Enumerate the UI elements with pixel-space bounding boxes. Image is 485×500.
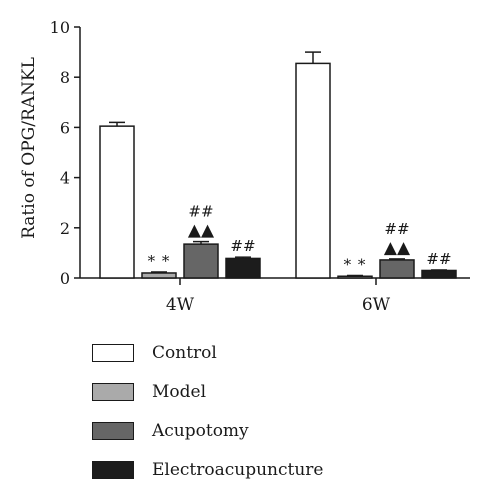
y-tick-label: 4	[60, 169, 70, 188]
significance-marker: * *	[148, 252, 171, 270]
x-tick-label: 6W	[362, 295, 391, 315]
legend-label: Electroacupuncture	[152, 460, 324, 480]
legend-label: Acupotomy	[152, 421, 249, 441]
significance-marker: ##	[230, 237, 255, 255]
y-axis-label: Ratio of OPG/RANKL	[19, 57, 39, 239]
significance-marker: ##	[426, 250, 451, 268]
legend-item: Model	[92, 381, 206, 403]
legend-item: Acupotomy	[92, 420, 249, 442]
y-tick-label: 10	[50, 18, 70, 37]
significance-marker: ▲▲	[188, 221, 215, 241]
bar	[337, 275, 373, 279]
legend-item: Electroacupuncture	[92, 459, 324, 481]
legend-item: Control	[92, 342, 217, 364]
legend-swatch	[92, 461, 134, 479]
x-tick-label: 4W	[166, 295, 195, 315]
significance-marker: ▲▲	[384, 238, 411, 258]
bar	[421, 269, 457, 279]
bar	[225, 257, 261, 279]
legend-swatch	[92, 344, 134, 362]
bar	[183, 243, 219, 279]
y-tick-label: 8	[60, 68, 70, 87]
legend-swatch	[92, 383, 134, 401]
bar	[99, 125, 135, 279]
legend-swatch	[92, 422, 134, 440]
y-tick-label: 6	[60, 118, 70, 137]
legend-label: Control	[152, 343, 217, 363]
y-tick-label: 2	[60, 219, 70, 238]
legend-label: Model	[152, 382, 207, 402]
y-tick-label: 0	[60, 269, 70, 288]
significance-marker: ##	[188, 203, 213, 221]
bar	[379, 259, 415, 279]
significance-marker: ##	[384, 220, 409, 238]
bar	[295, 62, 331, 279]
bar	[141, 272, 177, 279]
significance-marker: * *	[344, 255, 367, 273]
